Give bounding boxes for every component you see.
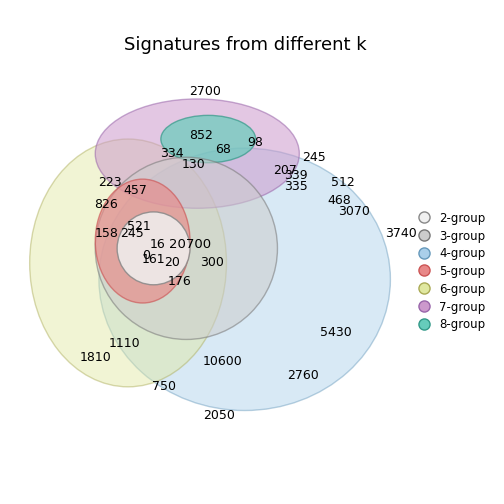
Text: 223: 223 (98, 176, 121, 190)
Ellipse shape (95, 157, 278, 340)
Text: 335: 335 (284, 180, 307, 193)
Ellipse shape (30, 139, 226, 387)
Text: 521: 521 (127, 220, 151, 233)
Text: 98: 98 (247, 136, 264, 149)
Text: 158: 158 (94, 227, 118, 240)
Ellipse shape (161, 115, 256, 163)
Text: 468: 468 (328, 195, 351, 208)
Text: 20700: 20700 (169, 238, 211, 251)
Text: 852: 852 (189, 129, 213, 142)
Title: Signatures from different k: Signatures from different k (124, 36, 367, 53)
Text: 68: 68 (215, 144, 231, 156)
Text: 5430: 5430 (320, 326, 352, 339)
Text: 512: 512 (331, 176, 355, 190)
Legend: 2-group, 3-group, 4-group, 5-group, 6-group, 7-group, 8-group: 2-group, 3-group, 4-group, 5-group, 6-gr… (418, 212, 485, 331)
Text: 300: 300 (200, 257, 224, 270)
Text: 1810: 1810 (80, 351, 111, 364)
Text: 2700: 2700 (188, 85, 221, 98)
Text: 245: 245 (302, 151, 326, 164)
Text: 161: 161 (142, 253, 165, 266)
Text: 10600: 10600 (203, 355, 242, 368)
Ellipse shape (95, 179, 190, 303)
Text: 750: 750 (153, 381, 176, 393)
Text: 0: 0 (142, 249, 150, 262)
Text: 2760: 2760 (287, 369, 319, 383)
Text: 245: 245 (120, 227, 144, 240)
Text: 334: 334 (160, 147, 183, 160)
Text: 339: 339 (284, 169, 307, 182)
Text: 3070: 3070 (338, 206, 370, 218)
Text: 2050: 2050 (203, 409, 235, 422)
Ellipse shape (99, 148, 391, 410)
Text: 130: 130 (182, 158, 206, 171)
Text: 176: 176 (167, 275, 191, 288)
Text: 16: 16 (149, 238, 165, 251)
Text: 207: 207 (273, 163, 297, 176)
Ellipse shape (117, 212, 190, 285)
Text: 457: 457 (123, 183, 147, 197)
Text: 1110: 1110 (108, 337, 140, 350)
Text: 826: 826 (94, 198, 118, 211)
Ellipse shape (95, 99, 299, 208)
Text: 20: 20 (164, 257, 180, 270)
Text: 3740: 3740 (386, 227, 417, 240)
